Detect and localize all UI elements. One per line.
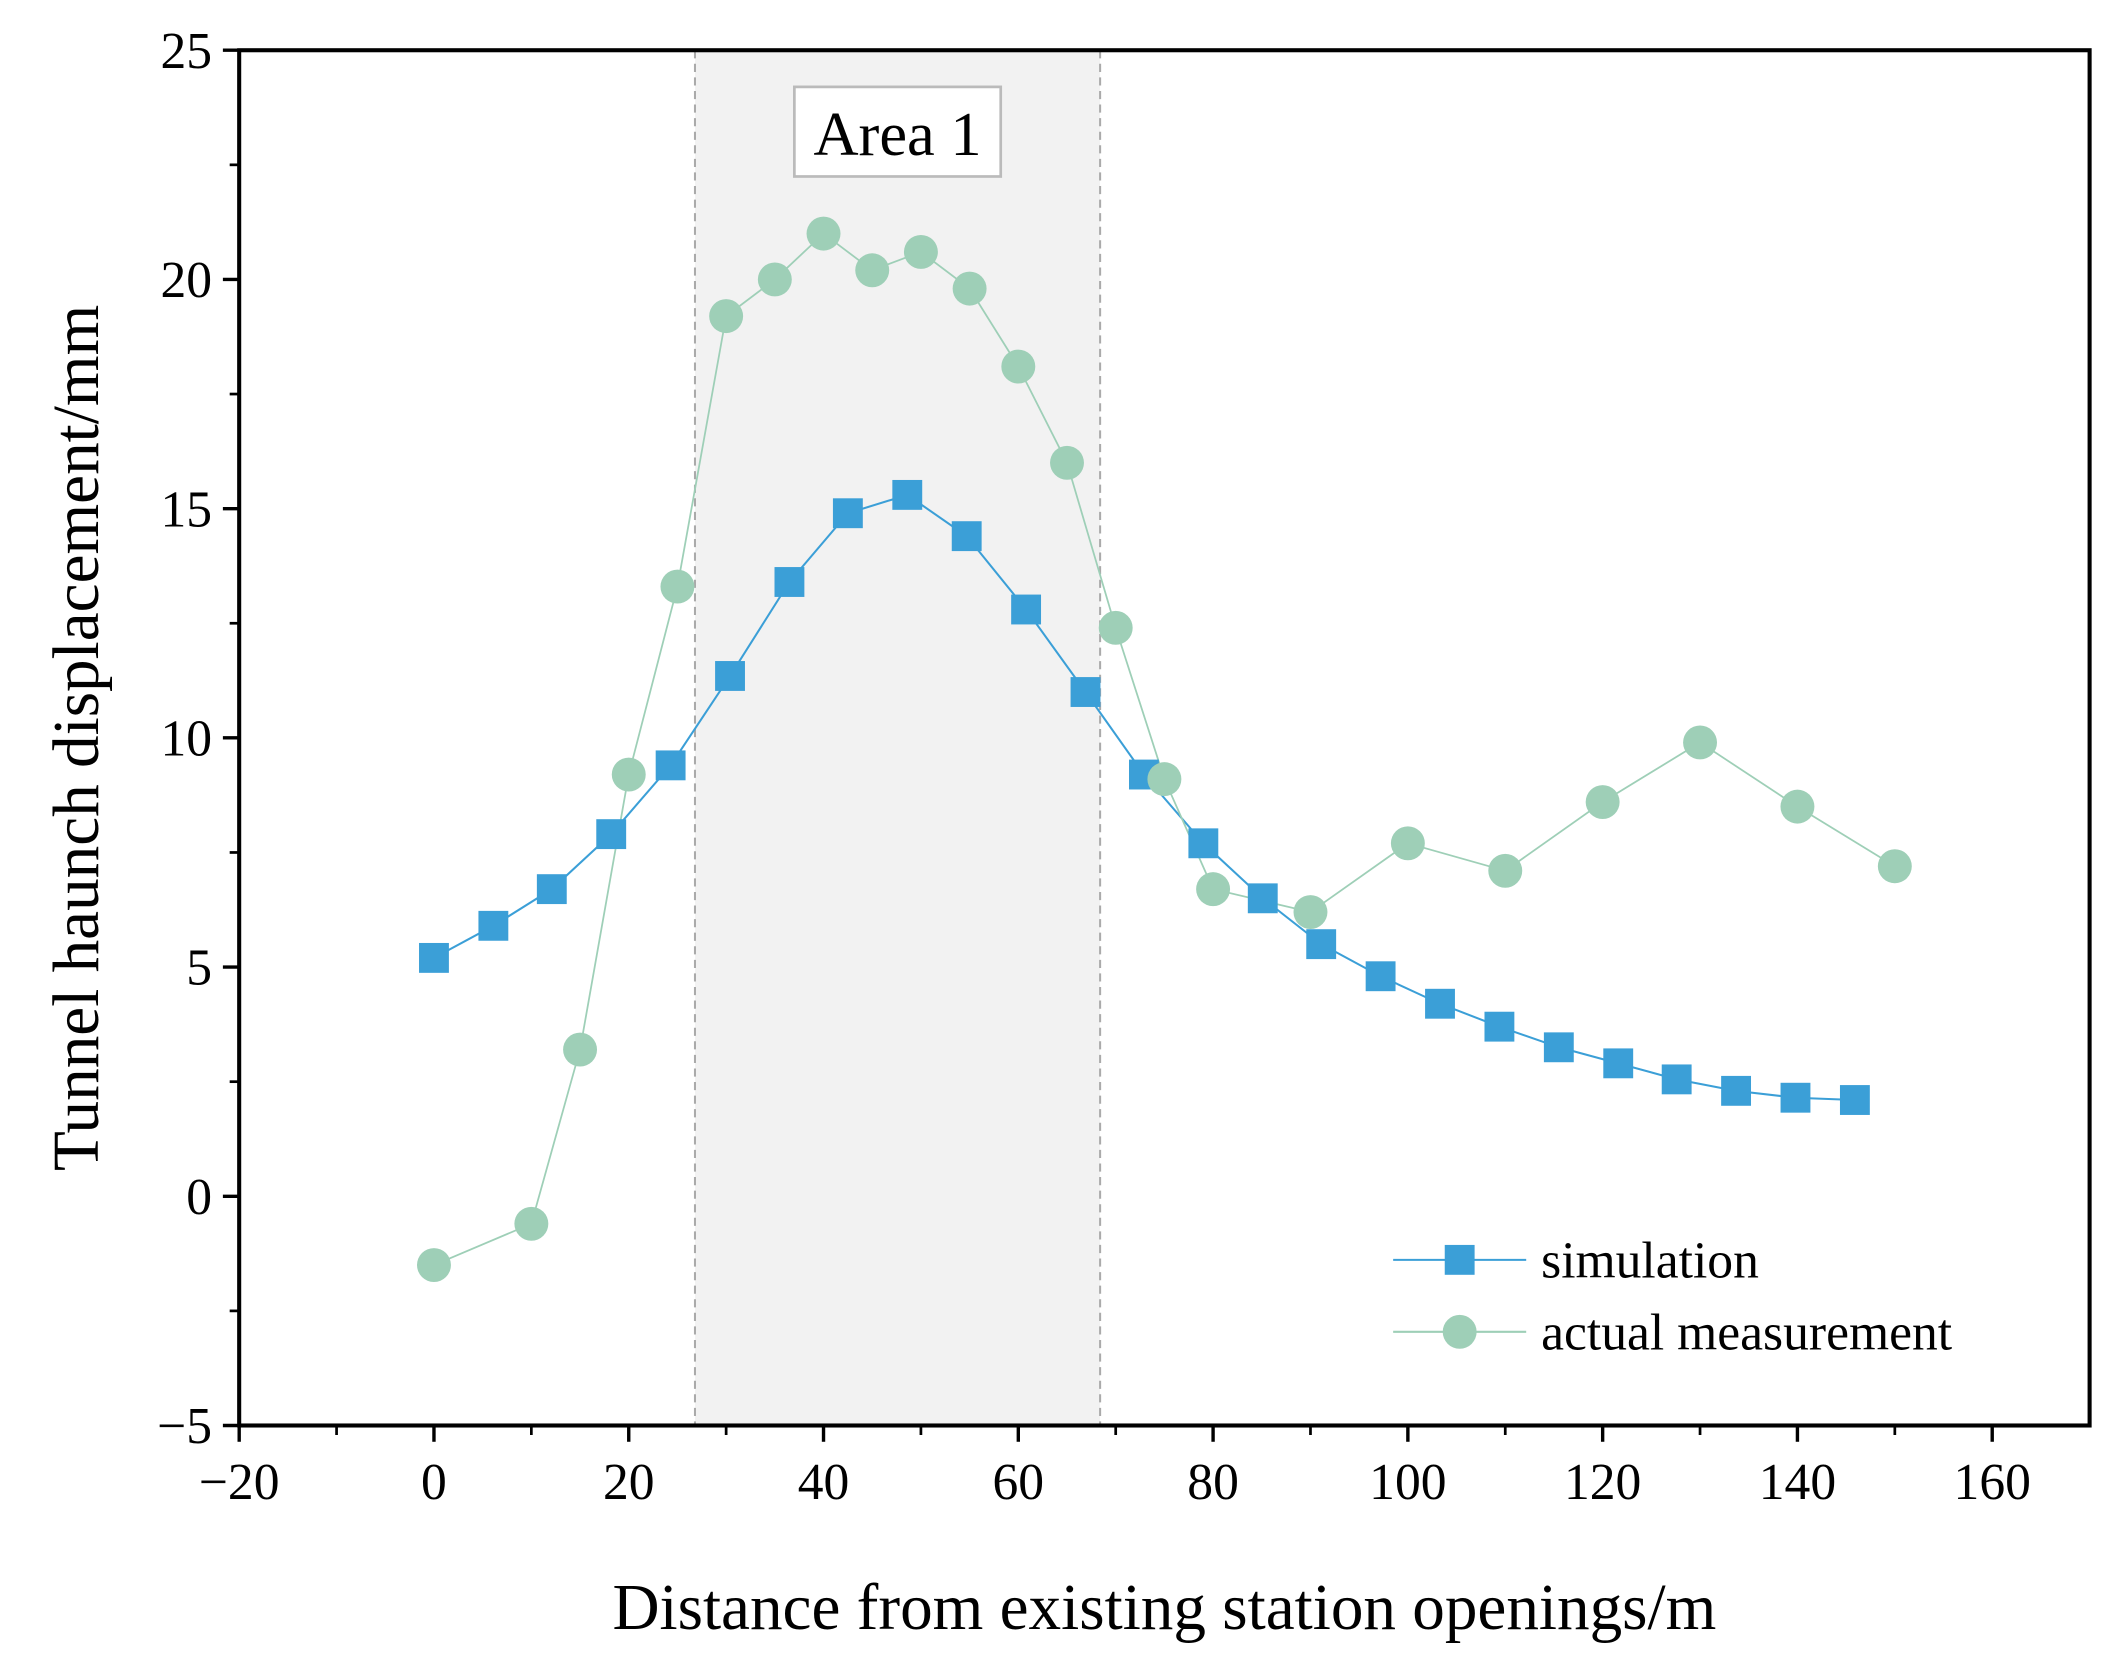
x-tick-label: −20: [199, 1454, 280, 1511]
actual-measurement-point: [1147, 762, 1182, 797]
x-tick-label: 40: [798, 1454, 850, 1511]
actual-measurement-point: [1585, 785, 1620, 820]
x-tick-label: 0: [421, 1454, 447, 1511]
simulation-point: [1425, 988, 1455, 1019]
simulation-point: [478, 910, 509, 941]
actual-measurement-point: [1780, 789, 1815, 824]
y-tick-label: 25: [160, 23, 212, 80]
y-tick-label: −5: [157, 1398, 212, 1455]
simulation-point: [536, 874, 567, 905]
x-axis-label: Distance from existing station openings/…: [612, 1572, 1716, 1644]
actual-measurement-point: [1196, 872, 1231, 907]
simulation-point: [1780, 1082, 1811, 1113]
simulation-point: [1484, 1011, 1515, 1042]
y-tick-label: 10: [160, 711, 212, 768]
x-tick-label: 80: [1187, 1454, 1239, 1511]
area-1-label-box: [793, 85, 1003, 178]
simulation-point: [596, 819, 627, 850]
actual-measurement-point: [1488, 853, 1523, 888]
actual-measurement-point: [1683, 725, 1718, 760]
actual-measurement-point: [611, 757, 646, 792]
area-1-label: Area 1: [813, 99, 981, 169]
simulation-point: [1188, 828, 1219, 859]
actual-measurement-point: [855, 253, 890, 288]
simulation-point: [655, 750, 686, 781]
legend-label: simulation: [1541, 1233, 1759, 1290]
x-tick-label: 60: [993, 1454, 1045, 1511]
actual-measurement-point: [1877, 849, 1912, 884]
actual-measurement-point: [660, 569, 695, 604]
series-line-simulation: [433, 493, 1855, 1102]
actual-measurement-point: [952, 271, 987, 306]
y-tick-label: 15: [160, 481, 212, 538]
x-tick-label: 160: [1954, 1454, 2031, 1511]
simulation-point: [1603, 1048, 1634, 1079]
actual-measurement-point: [1050, 445, 1084, 480]
actual-measurement-point: [1293, 895, 1328, 930]
actual-measurement-point: [514, 1206, 549, 1241]
y-tick-label: 20: [160, 252, 212, 309]
actual-measurement-point: [563, 1032, 598, 1067]
actual-measurement-point: [757, 262, 792, 297]
simulation-point: [419, 942, 449, 973]
simulation-point: [1011, 594, 1042, 625]
area-1-shading: [694, 50, 1101, 1426]
actual-measurement-point: [1098, 610, 1133, 645]
actual-measurement-point: [1001, 349, 1036, 384]
x-tick-label: 140: [1759, 1454, 1836, 1511]
actual-measurement-point: [416, 1248, 451, 1283]
simulation-point: [774, 567, 805, 597]
simulation-point: [1839, 1085, 1870, 1115]
simulation-point: [892, 479, 923, 510]
simulation-point: [1306, 929, 1337, 960]
series-line-actual-measurement: [433, 232, 1896, 1266]
actual-measurement-point: [903, 234, 938, 269]
y-tick-label: 0: [186, 1169, 212, 1226]
simulation-point: [715, 661, 745, 691]
simulation-point: [1661, 1064, 1692, 1095]
simulation-point: [951, 521, 982, 552]
simulation-point: [832, 498, 863, 529]
legend-label: actual measurement: [1541, 1304, 1953, 1361]
actual-measurement-point: [1390, 826, 1425, 861]
actual-measurement-point: [806, 216, 841, 251]
simulation-point: [1070, 677, 1101, 707]
simulation-point: [1247, 883, 1278, 914]
x-tick-label: 120: [1564, 1454, 1641, 1511]
simulation-point: [1721, 1075, 1752, 1106]
simulation-point: [1543, 1032, 1574, 1063]
simulation-point: [1365, 961, 1396, 992]
y-tick-label: 5: [186, 940, 212, 997]
x-tick-label: 20: [603, 1454, 655, 1511]
actual-measurement-point: [709, 299, 744, 334]
x-tick-label: 100: [1369, 1454, 1446, 1511]
y-axis-label: Tunnel haunch displacement/mm: [41, 305, 113, 1171]
legend-square-marker: [1444, 1244, 1475, 1275]
legend-circle-marker: [1442, 1314, 1477, 1349]
